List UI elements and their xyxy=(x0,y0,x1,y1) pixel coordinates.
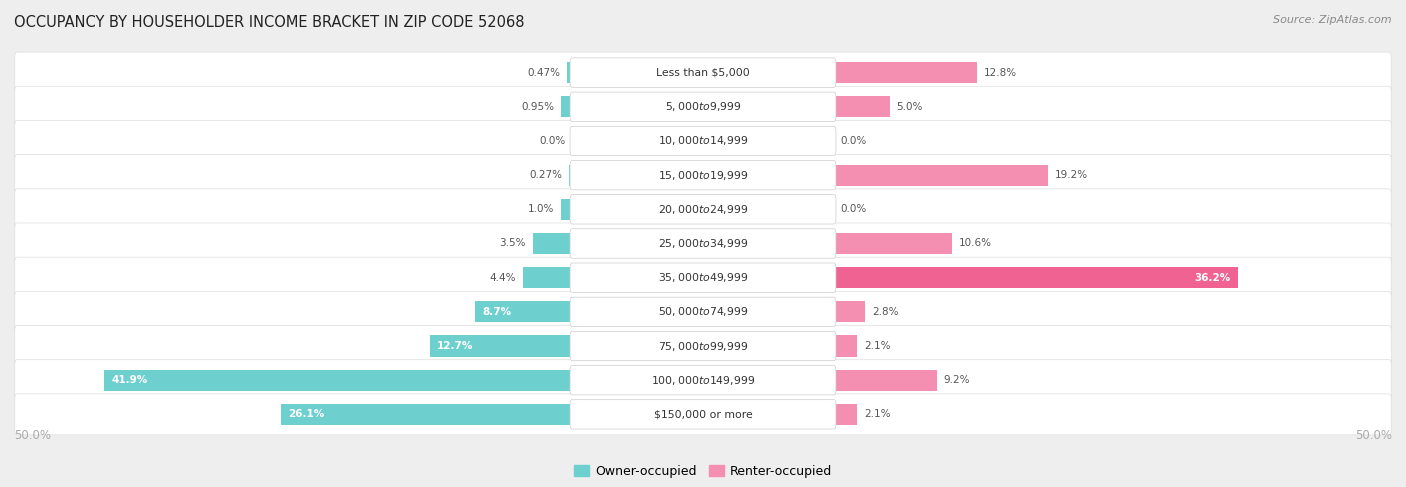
Text: 9.2%: 9.2% xyxy=(943,375,970,385)
Text: 10.6%: 10.6% xyxy=(959,239,993,248)
Text: 26.1%: 26.1% xyxy=(288,410,323,419)
Bar xyxy=(561,199,572,220)
FancyBboxPatch shape xyxy=(569,58,837,87)
FancyBboxPatch shape xyxy=(14,291,1392,332)
Bar xyxy=(834,233,952,254)
Text: 36.2%: 36.2% xyxy=(1195,273,1232,282)
Text: 0.0%: 0.0% xyxy=(538,136,565,146)
Text: 41.9%: 41.9% xyxy=(111,375,148,385)
Text: $35,000 to $49,999: $35,000 to $49,999 xyxy=(658,271,748,284)
Bar xyxy=(523,267,572,288)
Bar xyxy=(430,336,572,356)
Bar xyxy=(834,267,1237,288)
Text: 4.4%: 4.4% xyxy=(489,273,516,282)
Text: 19.2%: 19.2% xyxy=(1054,170,1088,180)
FancyBboxPatch shape xyxy=(14,86,1392,127)
Text: 2.1%: 2.1% xyxy=(865,410,891,419)
FancyBboxPatch shape xyxy=(569,92,837,121)
FancyBboxPatch shape xyxy=(569,297,837,327)
FancyBboxPatch shape xyxy=(569,366,837,395)
Bar xyxy=(104,370,572,391)
Bar xyxy=(834,301,865,322)
FancyBboxPatch shape xyxy=(14,155,1392,196)
Legend: Owner-occupied, Renter-occupied: Owner-occupied, Renter-occupied xyxy=(568,460,838,483)
Text: Less than $5,000: Less than $5,000 xyxy=(657,68,749,77)
FancyBboxPatch shape xyxy=(569,331,837,361)
FancyBboxPatch shape xyxy=(569,229,837,258)
Text: $150,000 or more: $150,000 or more xyxy=(654,410,752,419)
FancyBboxPatch shape xyxy=(14,189,1392,230)
Bar xyxy=(281,404,572,425)
Text: 50.0%: 50.0% xyxy=(14,429,51,442)
Text: 12.7%: 12.7% xyxy=(437,341,474,351)
Bar xyxy=(834,404,858,425)
Text: 0.0%: 0.0% xyxy=(841,136,868,146)
Text: 50.0%: 50.0% xyxy=(1355,429,1392,442)
Bar xyxy=(834,336,858,356)
Text: 0.47%: 0.47% xyxy=(527,68,560,77)
Text: $15,000 to $19,999: $15,000 to $19,999 xyxy=(658,169,748,182)
Text: 0.27%: 0.27% xyxy=(529,170,562,180)
Bar xyxy=(561,96,572,117)
FancyBboxPatch shape xyxy=(569,195,837,224)
Text: $75,000 to $99,999: $75,000 to $99,999 xyxy=(658,339,748,353)
Text: 5.0%: 5.0% xyxy=(897,102,922,112)
Text: Source: ZipAtlas.com: Source: ZipAtlas.com xyxy=(1274,15,1392,25)
FancyBboxPatch shape xyxy=(14,394,1392,435)
Bar xyxy=(569,165,572,186)
Text: $20,000 to $24,999: $20,000 to $24,999 xyxy=(658,203,748,216)
Text: 3.5%: 3.5% xyxy=(499,239,526,248)
FancyBboxPatch shape xyxy=(14,223,1392,264)
Bar xyxy=(567,62,572,83)
Text: 0.95%: 0.95% xyxy=(522,102,554,112)
Text: 2.1%: 2.1% xyxy=(865,341,891,351)
Text: $5,000 to $9,999: $5,000 to $9,999 xyxy=(665,100,741,113)
FancyBboxPatch shape xyxy=(569,400,837,429)
Text: 1.0%: 1.0% xyxy=(527,205,554,214)
Text: $25,000 to $34,999: $25,000 to $34,999 xyxy=(658,237,748,250)
FancyBboxPatch shape xyxy=(14,360,1392,401)
Text: $100,000 to $149,999: $100,000 to $149,999 xyxy=(651,374,755,387)
FancyBboxPatch shape xyxy=(569,160,837,190)
FancyBboxPatch shape xyxy=(14,257,1392,298)
Text: $10,000 to $14,999: $10,000 to $14,999 xyxy=(658,134,748,148)
FancyBboxPatch shape xyxy=(14,325,1392,367)
Text: 8.7%: 8.7% xyxy=(482,307,510,317)
Text: 0.0%: 0.0% xyxy=(841,205,868,214)
Bar xyxy=(834,370,936,391)
Bar xyxy=(533,233,572,254)
Bar xyxy=(834,165,1049,186)
Text: $50,000 to $74,999: $50,000 to $74,999 xyxy=(658,305,748,318)
Bar xyxy=(475,301,572,322)
Text: 2.8%: 2.8% xyxy=(872,307,898,317)
FancyBboxPatch shape xyxy=(14,52,1392,93)
Text: OCCUPANCY BY HOUSEHOLDER INCOME BRACKET IN ZIP CODE 52068: OCCUPANCY BY HOUSEHOLDER INCOME BRACKET … xyxy=(14,15,524,30)
Text: 12.8%: 12.8% xyxy=(984,68,1017,77)
FancyBboxPatch shape xyxy=(569,126,837,156)
Bar xyxy=(834,62,977,83)
Bar xyxy=(834,96,890,117)
FancyBboxPatch shape xyxy=(14,120,1392,162)
FancyBboxPatch shape xyxy=(569,263,837,292)
